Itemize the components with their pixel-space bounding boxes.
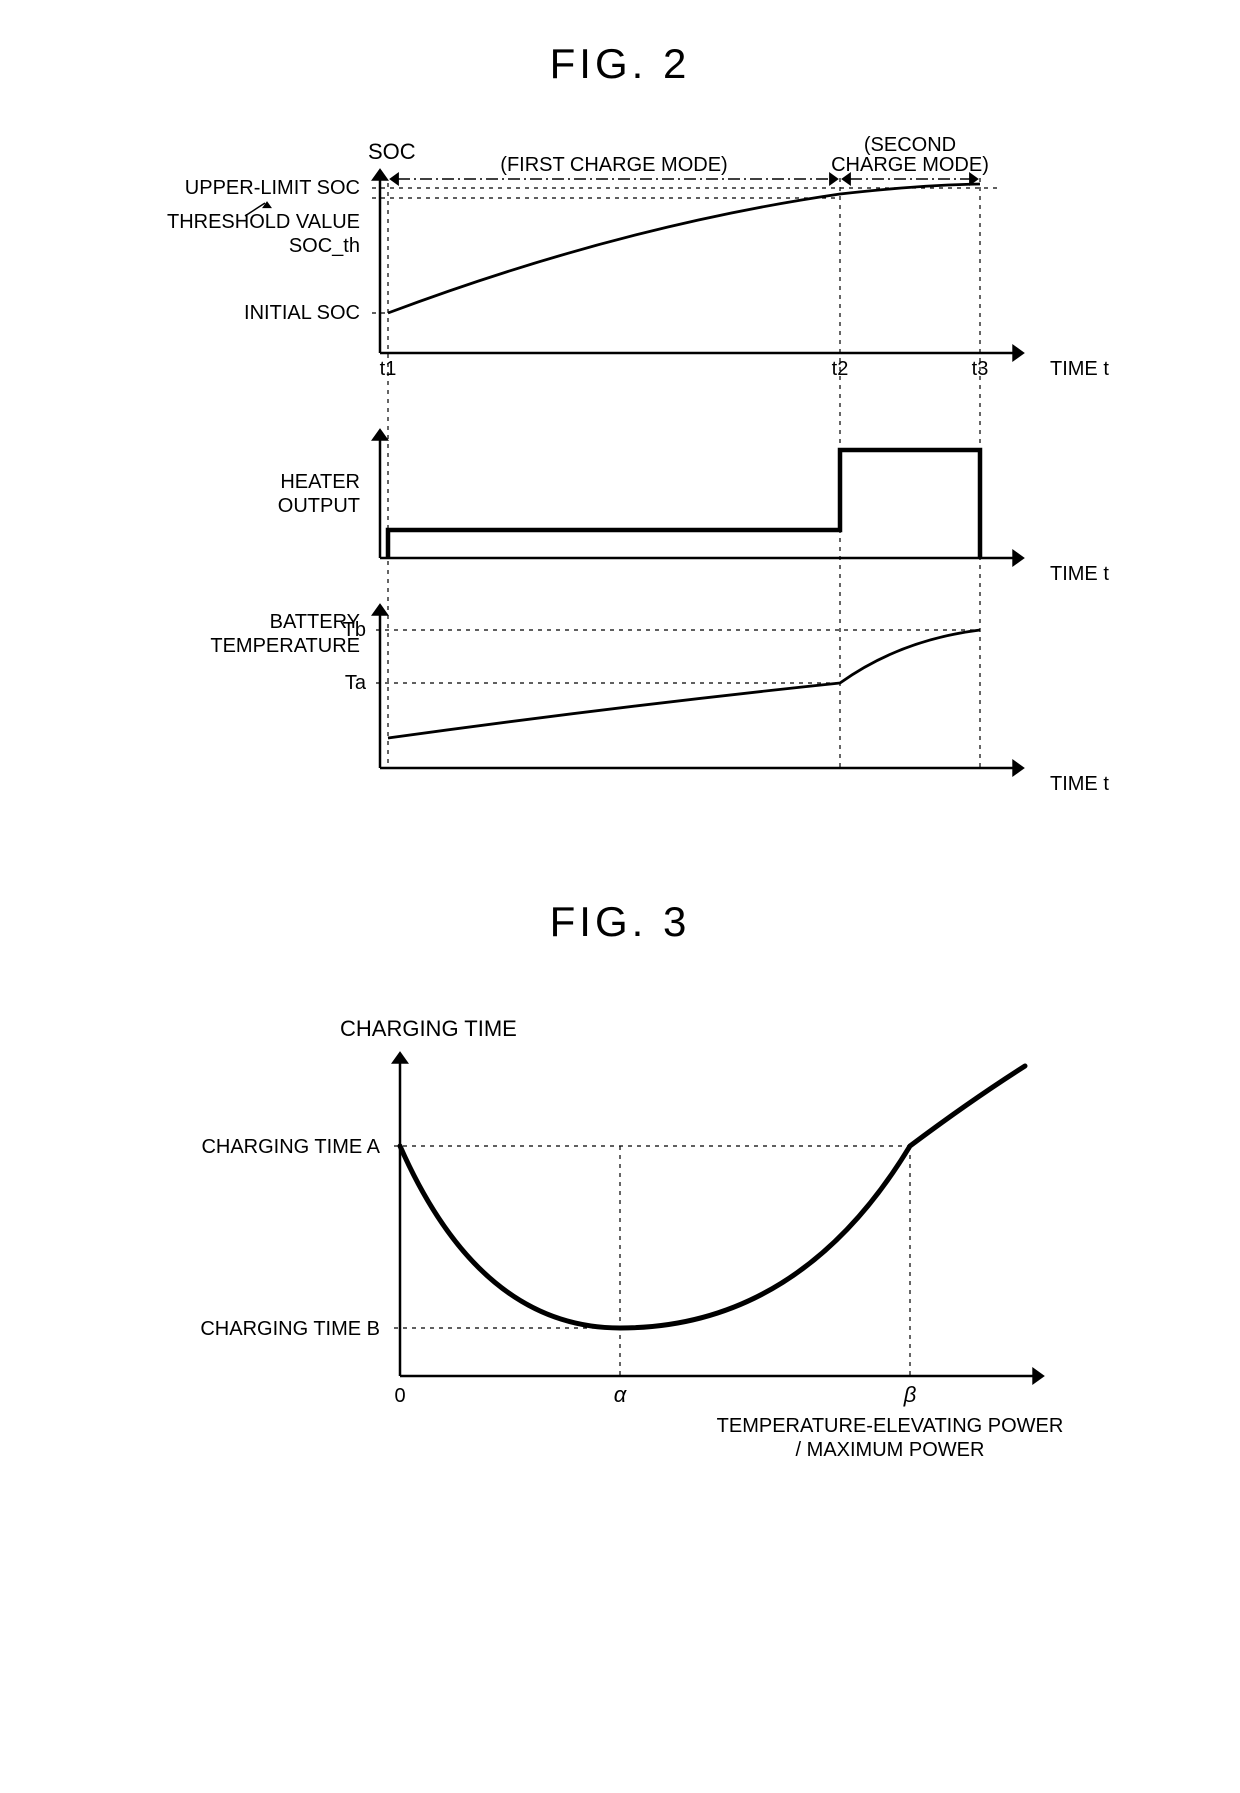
- svg-text:t1: t1: [380, 358, 397, 380]
- svg-text:INITIAL SOC: INITIAL SOC: [244, 302, 360, 324]
- svg-text:CHARGING TIME A: CHARGING TIME A: [201, 1136, 380, 1158]
- svg-text:TIME t: TIME t: [1050, 563, 1109, 585]
- svg-text:CHARGING TIME B: CHARGING TIME B: [200, 1318, 380, 1340]
- fig2-title: FIG. 2: [70, 40, 1170, 88]
- figure-3: FIG. 3 CHARGING TIMECHARGING TIME ACHARG…: [70, 898, 1170, 1496]
- svg-text:/ MAXIMUM POWER: / MAXIMUM POWER: [796, 1439, 985, 1461]
- svg-text:HEATER: HEATER: [280, 471, 360, 493]
- fig3-svg: CHARGING TIME CHARGING TIME A CHARGING TIM…: [120, 976, 1120, 1496]
- svg-text:t2: t2: [832, 358, 849, 380]
- svg-text:UPPER-LIMIT SOC: UPPER-LIMIT SOC: [185, 177, 360, 199]
- svg-text:β: β: [903, 1382, 917, 1407]
- svg-text:SOC: SOC: [368, 139, 416, 164]
- figure-2: FIG. 2 SOC UPPER-LIMIT SOC THRESHOLD VALUE…: [70, 40, 1170, 838]
- svg-text:Ta: Ta: [345, 672, 367, 694]
- svg-text:TIME t: TIME t: [1050, 358, 1109, 380]
- svg-text:CHARGE MODE): CHARGE MODE): [831, 154, 989, 176]
- svg-text:TEMPERATURE: TEMPERATURE: [210, 635, 360, 657]
- svg-text:THRESHOLD VALUE: THRESHOLD VALUE: [167, 211, 360, 233]
- svg-text:0: 0: [394, 1385, 405, 1407]
- svg-text:TEMPERATURE-ELEVATING POWER: TEMPERATURE-ELEVATING POWER: [717, 1415, 1064, 1437]
- fig2-svg: SOC UPPER-LIMIT SOC THRESHOLD VALUESOC_th I…: [120, 118, 1120, 838]
- svg-text:CHARGING TIME: CHARGING TIME: [340, 1016, 517, 1041]
- svg-text:OUTPUT: OUTPUT: [278, 495, 360, 517]
- svg-text:t3: t3: [972, 358, 989, 380]
- svg-text:α: α: [614, 1382, 628, 1407]
- svg-text:SOC_th: SOC_th: [289, 235, 360, 257]
- svg-text:TIME t: TIME t: [1050, 773, 1109, 795]
- svg-text:Tb: Tb: [343, 619, 366, 641]
- fig3-title: FIG. 3: [70, 898, 1170, 946]
- svg-text:(SECOND: (SECOND: [864, 134, 956, 156]
- svg-text:(FIRST CHARGE MODE): (FIRST CHARGE MODE): [500, 154, 727, 176]
